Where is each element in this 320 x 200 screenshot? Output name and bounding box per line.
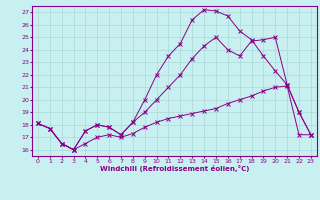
X-axis label: Windchill (Refroidissement éolien,°C): Windchill (Refroidissement éolien,°C) xyxy=(100,165,249,172)
